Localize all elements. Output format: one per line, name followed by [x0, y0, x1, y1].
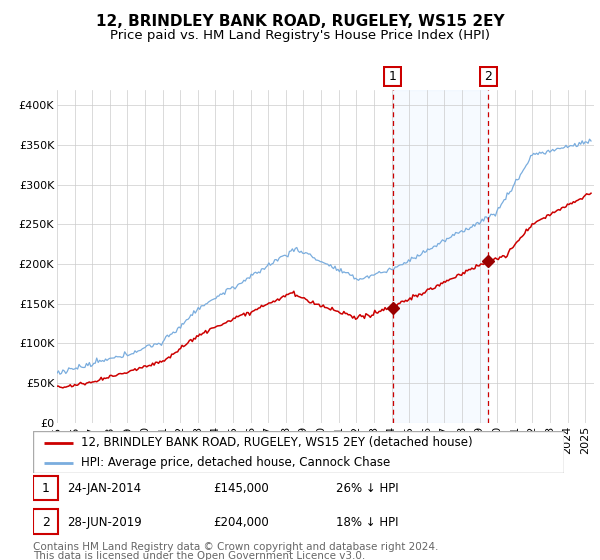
Text: 2: 2 — [42, 516, 50, 529]
Text: 2: 2 — [484, 69, 492, 83]
Text: This data is licensed under the Open Government Licence v3.0.: This data is licensed under the Open Gov… — [33, 551, 365, 560]
Text: 26% ↓ HPI: 26% ↓ HPI — [335, 482, 398, 495]
Text: £204,000: £204,000 — [214, 516, 269, 529]
FancyBboxPatch shape — [384, 67, 401, 86]
Text: 1: 1 — [42, 482, 50, 495]
Bar — [393, 90, 488, 423]
Text: Contains HM Land Registry data © Crown copyright and database right 2024.: Contains HM Land Registry data © Crown c… — [33, 542, 439, 552]
Text: 24-JAN-2014: 24-JAN-2014 — [68, 482, 142, 495]
Text: 18% ↓ HPI: 18% ↓ HPI — [335, 516, 398, 529]
FancyBboxPatch shape — [33, 509, 58, 534]
Text: 12, BRINDLEY BANK ROAD, RUGELEY, WS15 2EY: 12, BRINDLEY BANK ROAD, RUGELEY, WS15 2E… — [95, 14, 505, 29]
FancyBboxPatch shape — [33, 431, 564, 473]
FancyBboxPatch shape — [480, 67, 497, 86]
Text: HPI: Average price, detached house, Cannock Chase: HPI: Average price, detached house, Cann… — [81, 456, 390, 469]
Text: 28-JUN-2019: 28-JUN-2019 — [68, 516, 142, 529]
Text: 1: 1 — [389, 69, 397, 83]
Text: £145,000: £145,000 — [214, 482, 269, 495]
Text: 12, BRINDLEY BANK ROAD, RUGELEY, WS15 2EY (detached house): 12, BRINDLEY BANK ROAD, RUGELEY, WS15 2E… — [81, 436, 472, 450]
FancyBboxPatch shape — [33, 476, 58, 500]
Text: Price paid vs. HM Land Registry's House Price Index (HPI): Price paid vs. HM Land Registry's House … — [110, 29, 490, 42]
